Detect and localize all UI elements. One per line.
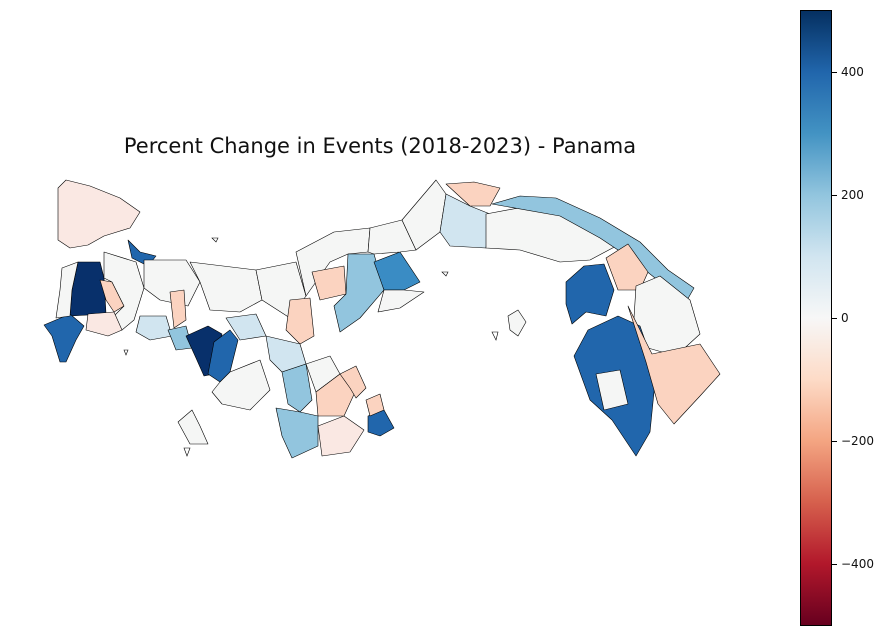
region-central-g — [311, 265, 347, 301]
colorbar-tick-mark — [832, 441, 837, 442]
region-central-west-a — [143, 259, 201, 307]
colorbar-tick-mark — [832, 318, 837, 319]
colorbar-tick-label: −200 — [841, 434, 874, 448]
region-central-west-c — [169, 289, 187, 329]
region-central-i — [373, 251, 421, 291]
region-east-c — [445, 181, 501, 207]
panama-choropleth-map — [43, 179, 721, 459]
region-central-a — [189, 261, 263, 313]
colorbar-tick-label: −400 — [841, 557, 874, 571]
region-darien-island — [595, 369, 629, 411]
island-small-4 — [211, 237, 219, 243]
region-west-d — [85, 311, 123, 337]
region-west-b — [99, 279, 125, 313]
island-small-1 — [183, 447, 191, 457]
region-azuero-h — [365, 393, 385, 417]
region-azuero-e — [317, 415, 365, 457]
region-central-d — [285, 297, 315, 345]
region-azuero-c — [315, 373, 357, 417]
region-veraguas-south — [211, 359, 271, 411]
colorbar-tick-mark — [832, 195, 837, 196]
colorbar-tick-label: 400 — [841, 65, 864, 79]
region-darien-d — [627, 305, 721, 425]
region-chiriqui-coast — [43, 313, 85, 363]
island-small-2 — [123, 349, 129, 356]
region-east-lake — [565, 263, 615, 325]
region-central-h — [333, 253, 385, 333]
island-small-5 — [441, 271, 449, 277]
island-small-3 — [491, 331, 499, 341]
region-azuero-d — [275, 407, 319, 459]
region-azuero-g — [339, 365, 367, 399]
colorbar — [800, 10, 832, 626]
region-darien-a — [605, 243, 649, 291]
region-coiba-island — [177, 409, 209, 445]
region-west-north — [55, 261, 79, 319]
colorbar-tick-label: 0 — [841, 311, 849, 325]
colorbar-tick-label: 200 — [841, 188, 864, 202]
colorbar-tick-mark — [832, 564, 837, 565]
region-azuero-a — [281, 363, 313, 413]
colorbar-tick-mark — [832, 72, 837, 73]
region-central-west-b — [135, 315, 173, 341]
region-central-k — [377, 289, 425, 313]
region-bocas-north — [57, 179, 141, 249]
region-pearl-island — [507, 309, 527, 337]
map-title: Percent Change in Events (2018-2023) - P… — [123, 134, 637, 158]
